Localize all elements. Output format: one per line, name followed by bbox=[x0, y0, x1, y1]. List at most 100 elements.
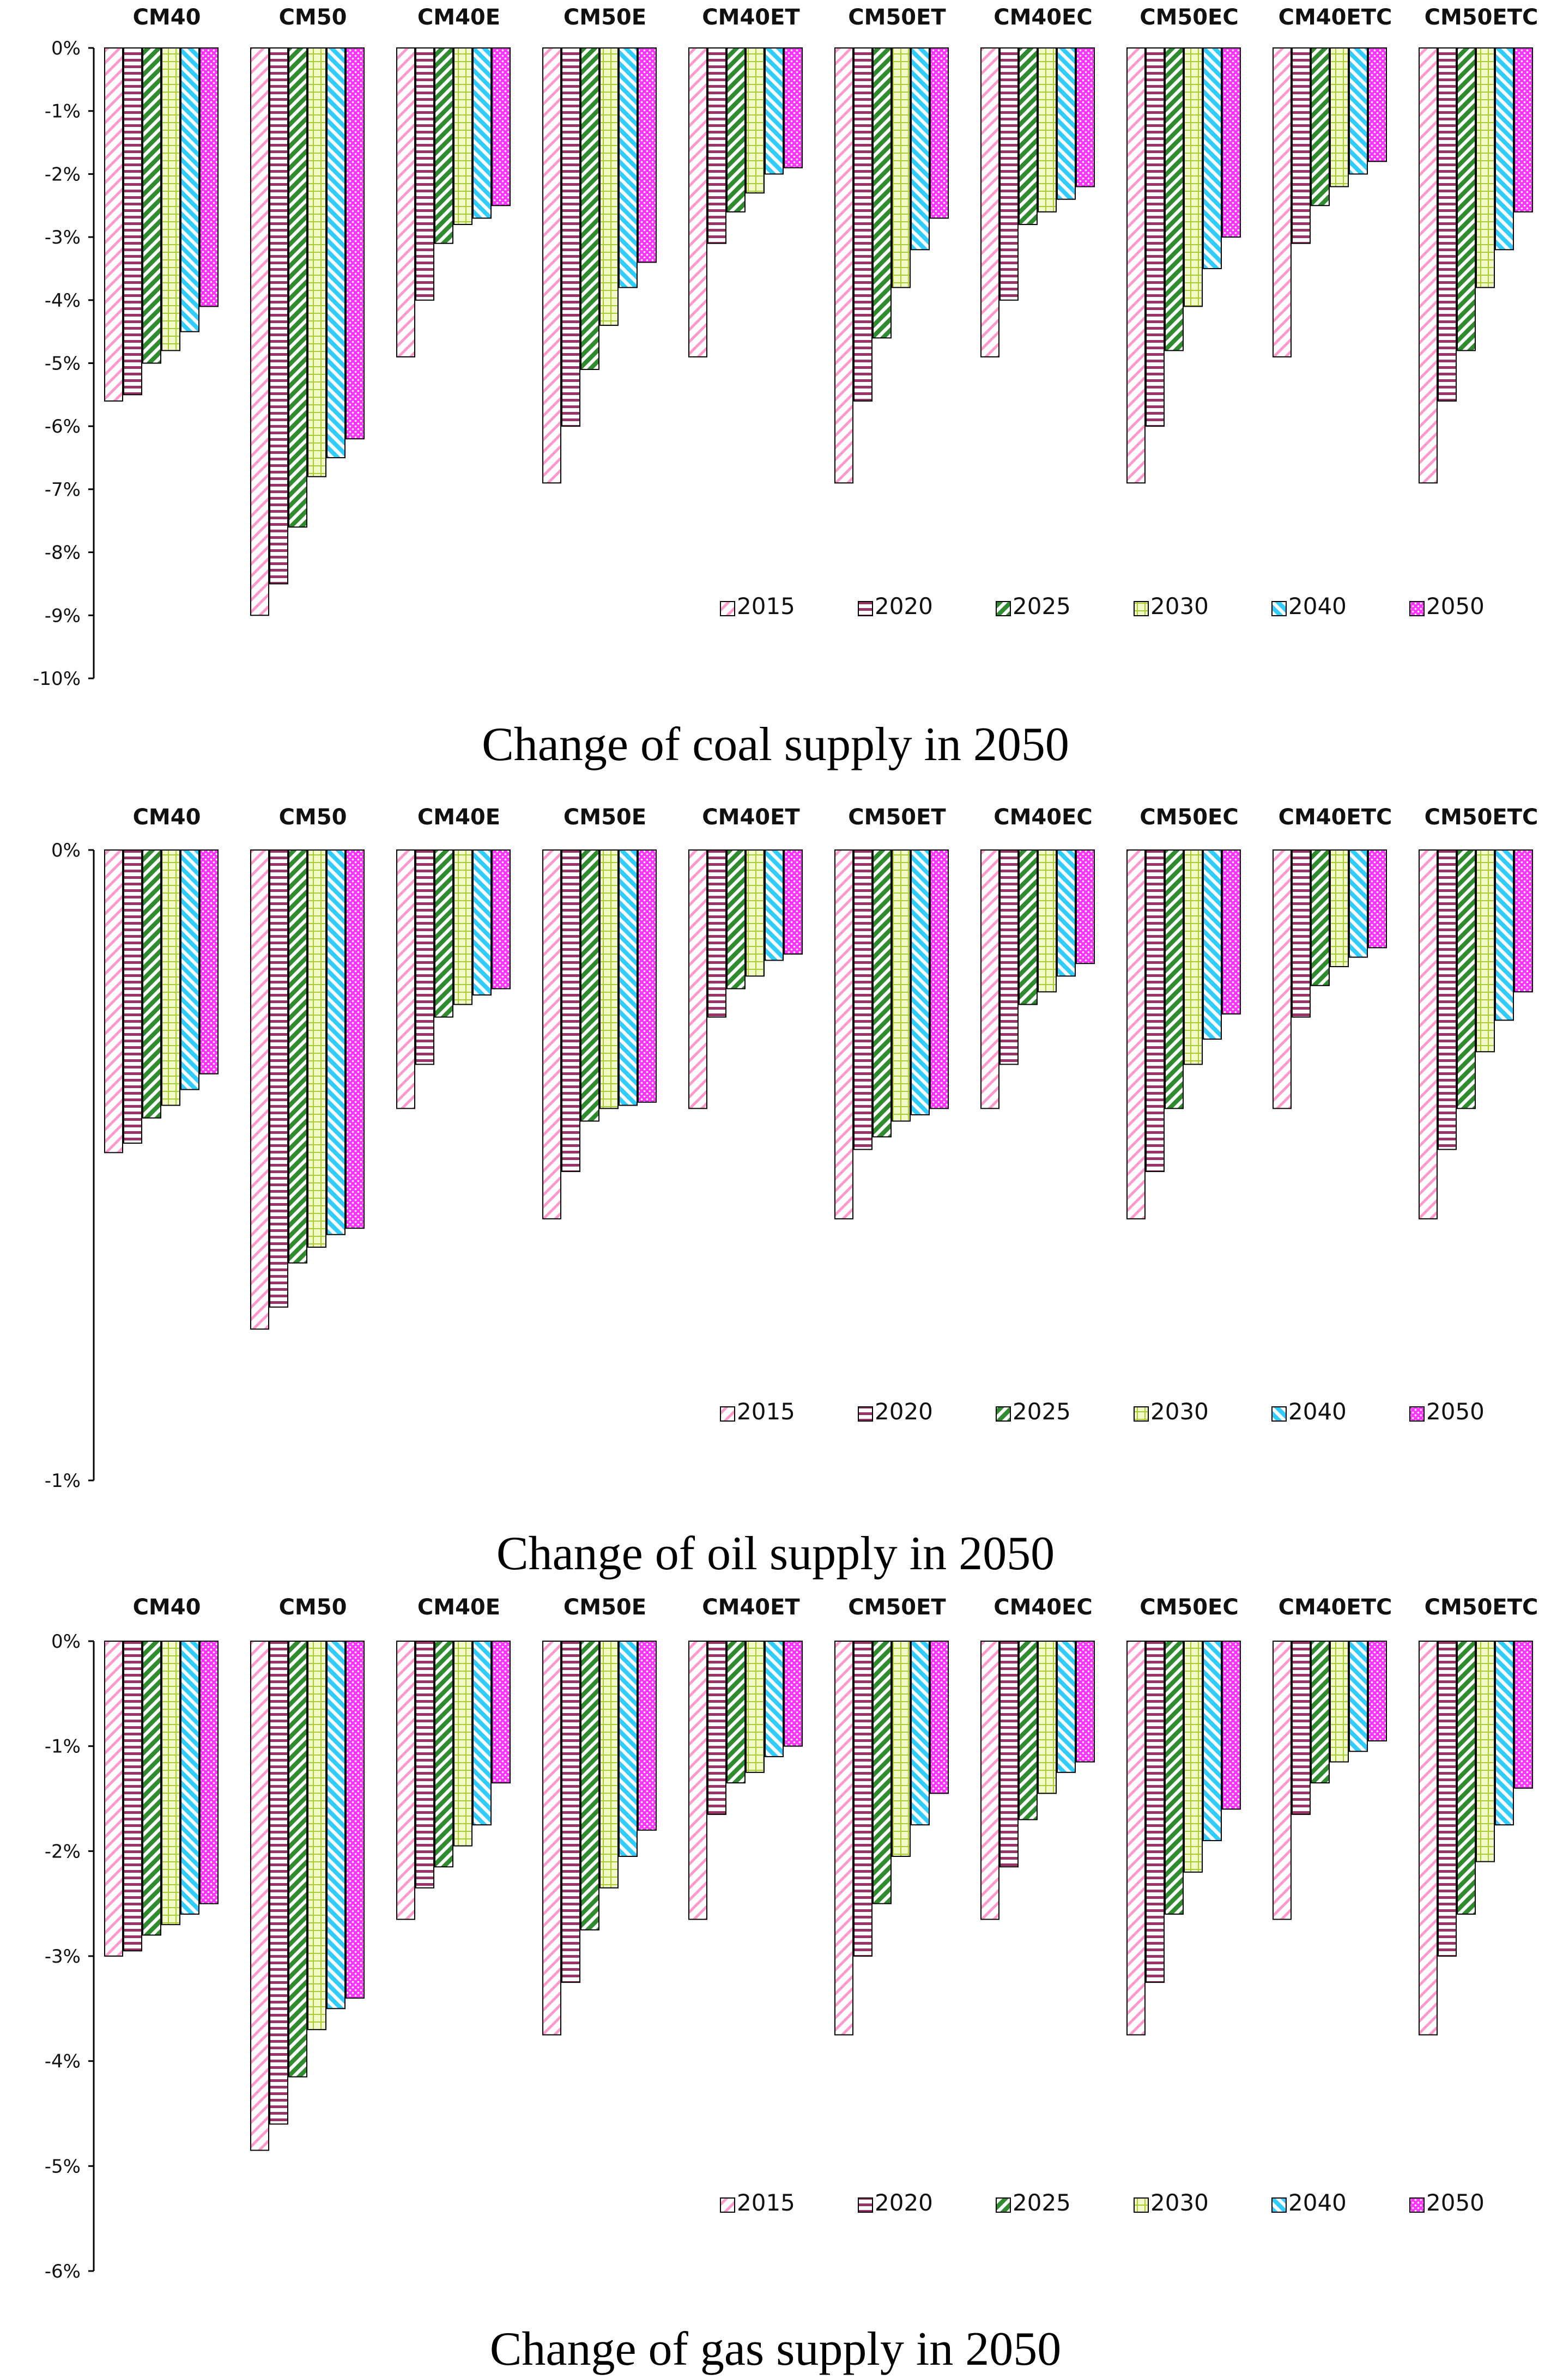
bar-2015 bbox=[1419, 47, 1438, 484]
bar-2040 bbox=[1495, 849, 1514, 1021]
bar-2050 bbox=[1076, 1641, 1095, 1763]
bar-2030 bbox=[1476, 849, 1495, 1053]
bar-2040 bbox=[765, 47, 784, 175]
category-label: CM50E bbox=[564, 5, 646, 30]
bar-2030 bbox=[1184, 849, 1203, 1065]
bar-2050 bbox=[930, 47, 949, 219]
bar-2020 bbox=[415, 1641, 434, 1889]
bar-2015 bbox=[834, 1641, 853, 2036]
bar-2020 bbox=[561, 849, 580, 1173]
bar-2015 bbox=[980, 47, 999, 357]
bar-2015 bbox=[396, 47, 415, 357]
category-label: CM40E bbox=[417, 1595, 500, 1620]
bar-2015 bbox=[542, 1641, 561, 2036]
bar-2040 bbox=[1057, 47, 1076, 200]
bar-2030 bbox=[1038, 47, 1057, 212]
bar-2030 bbox=[453, 849, 472, 1005]
category-label: CM50 bbox=[279, 805, 347, 830]
bar-2040 bbox=[619, 1641, 638, 1857]
y-tick-label: -5% bbox=[45, 353, 81, 375]
category-label: CM40EC bbox=[993, 5, 1093, 30]
bar-2015 bbox=[1419, 1641, 1438, 2036]
bar-2015 bbox=[396, 849, 415, 1109]
category-label: CM50EC bbox=[1140, 5, 1239, 30]
bar-2015 bbox=[104, 1641, 123, 1957]
bar-2025 bbox=[580, 849, 599, 1122]
bar-2050 bbox=[1514, 849, 1533, 993]
bar-2025 bbox=[434, 47, 453, 244]
category-label: CM50 bbox=[279, 5, 347, 30]
bar-2040 bbox=[180, 47, 199, 332]
bar-2020 bbox=[999, 849, 1019, 1065]
bar-2050 bbox=[492, 849, 511, 989]
bar-2050 bbox=[492, 47, 511, 207]
bar-2020 bbox=[853, 849, 873, 1150]
bar-2020 bbox=[561, 47, 580, 427]
legend-swatch-2050 bbox=[1409, 1406, 1425, 1422]
bar-2020 bbox=[707, 849, 726, 1018]
bar-2050 bbox=[638, 849, 657, 1103]
bar-2015 bbox=[834, 849, 853, 1219]
legend-swatch-2015 bbox=[720, 601, 735, 616]
bar-2030 bbox=[1330, 849, 1349, 968]
bar-2025 bbox=[1019, 1641, 1038, 1820]
legend-label-2020: 2020 bbox=[875, 593, 933, 620]
bar-2050 bbox=[638, 1641, 657, 1831]
bar-2040 bbox=[180, 849, 199, 1090]
bar-2015 bbox=[104, 849, 123, 1153]
legend-swatch-2020 bbox=[858, 601, 873, 616]
bar-2040 bbox=[472, 47, 492, 219]
bar-2030 bbox=[161, 47, 180, 351]
bar-2040 bbox=[1349, 849, 1368, 958]
bar-2030 bbox=[307, 1641, 326, 2030]
bar-2030 bbox=[746, 47, 765, 194]
legend-label-2020: 2020 bbox=[875, 1398, 933, 1425]
legend-swatch-2025 bbox=[996, 601, 1011, 616]
bar-2040 bbox=[765, 1641, 784, 1757]
bar-2015 bbox=[1273, 47, 1292, 357]
legend-label-2030: 2030 bbox=[1150, 2189, 1209, 2216]
bar-2040 bbox=[326, 849, 346, 1235]
legend-swatch-2025 bbox=[996, 1406, 1011, 1422]
bar-2020 bbox=[1146, 47, 1165, 427]
bar-2030 bbox=[1184, 47, 1203, 307]
bar-2030 bbox=[892, 1641, 911, 1857]
category-label: CM50E bbox=[564, 1595, 646, 1620]
category-label: CM50ET bbox=[848, 5, 946, 30]
bar-2025 bbox=[580, 1641, 599, 1930]
bar-2025 bbox=[1457, 47, 1476, 351]
bar-2050 bbox=[1368, 849, 1387, 949]
y-tick-label: -5% bbox=[45, 2156, 81, 2177]
coal-chart-title: Change of coal supply in 2050 bbox=[482, 718, 1069, 771]
legend-label-2015: 2015 bbox=[737, 1398, 795, 1425]
bar-2050 bbox=[1222, 849, 1241, 1015]
oil-supply-chart: Change of oil supply in 2050 0% -1% CM40 CM… bbox=[45, 805, 1538, 1580]
legend-swatch-2030 bbox=[1134, 1406, 1149, 1422]
bar-2040 bbox=[619, 849, 638, 1106]
legend-swatch-2015 bbox=[720, 2197, 735, 2213]
bar-2030 bbox=[1476, 1641, 1495, 1862]
bar-2015 bbox=[542, 849, 561, 1219]
y-tick-label: 0% bbox=[51, 840, 81, 861]
bar-2020 bbox=[707, 47, 726, 244]
bar-2020 bbox=[853, 47, 873, 402]
bar-2050 bbox=[1514, 47, 1533, 212]
legend: 2015 2020 2025 2030 2040 2050 bbox=[720, 1398, 1485, 1425]
gas-chart-title: Change of gas supply in 2050 bbox=[490, 2323, 1062, 2376]
legend-label-2030: 2030 bbox=[1150, 593, 1209, 620]
category-label: CM40EC bbox=[993, 1595, 1093, 1620]
legend: 2015 2020 2025 2030 2040 2050 bbox=[720, 593, 1485, 620]
bar-2025 bbox=[288, 849, 307, 1264]
bar-2050 bbox=[1514, 1641, 1533, 1789]
bar-2040 bbox=[619, 47, 638, 288]
bar-2025 bbox=[1311, 47, 1330, 207]
y-tick-label: -4% bbox=[45, 2051, 81, 2073]
legend-swatch-2030 bbox=[1134, 2197, 1149, 2213]
bar-2025 bbox=[873, 47, 892, 339]
legend-label-2030: 2030 bbox=[1150, 1398, 1209, 1425]
category-label: CM40E bbox=[417, 5, 500, 30]
category-label: CM40ETC bbox=[1279, 805, 1392, 830]
bar-2040 bbox=[472, 1641, 492, 1826]
category-label: CM40E bbox=[417, 805, 500, 830]
category-label: CM50ET bbox=[848, 805, 946, 830]
